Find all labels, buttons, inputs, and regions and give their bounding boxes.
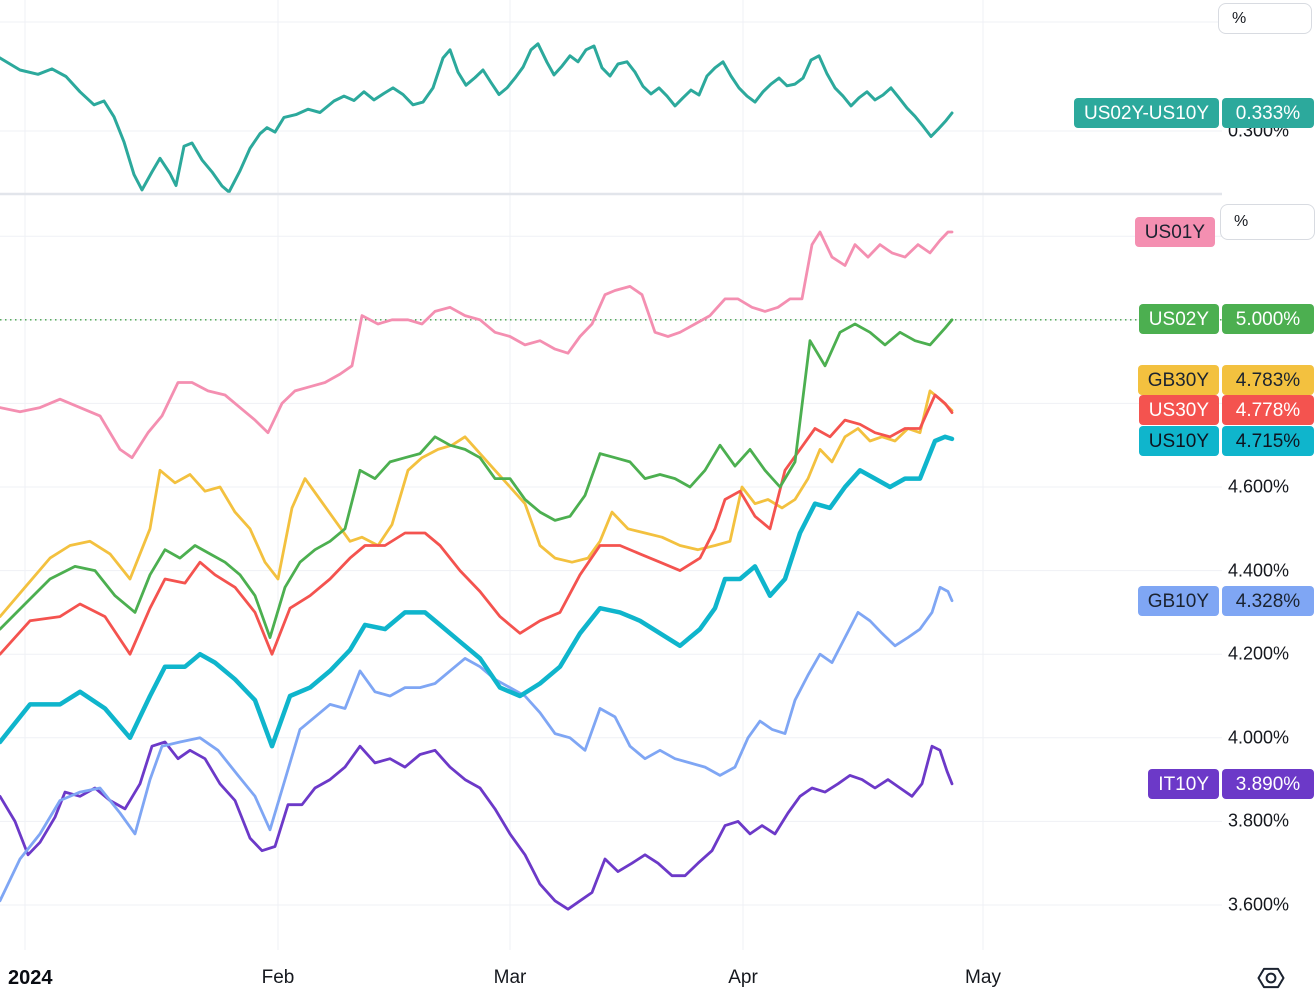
- symbol-label-gb30y: GB30Y: [1137, 365, 1219, 395]
- value-label-gb10y: 4.328%: [1222, 586, 1314, 616]
- value-label-us02y-us10y: 0.333%: [1222, 98, 1314, 128]
- series-line-us10y[interactable]: [0, 434, 955, 749]
- symbol-label-us01y: US01Y: [1134, 217, 1215, 247]
- price-scale-label: 3.800%: [1228, 810, 1290, 831]
- price-badge-it10y: IT10Y 3.890%: [1148, 769, 1314, 799]
- price-scale-label: 4.200%: [1228, 643, 1290, 664]
- price-badge-us30y: US30Y 4.778%: [1138, 395, 1314, 425]
- price-scale-label: 4.400%: [1228, 560, 1290, 581]
- value-label-it10y: 3.890%: [1222, 769, 1314, 799]
- price-scale-label: 4.000%: [1228, 727, 1290, 748]
- symbol-label-it10y: IT10Y: [1148, 769, 1219, 799]
- series-line-us30y[interactable]: [0, 393, 954, 656]
- price-scale-label: 3.600%: [1228, 894, 1290, 915]
- scale-unit-button-pane-yields[interactable]: %: [1220, 204, 1315, 240]
- series-line-gb30y[interactable]: [0, 389, 954, 618]
- price-badge-us02y-us10y: US02Y-US10Y 0.333%: [1074, 98, 1314, 128]
- gear-hexagon-icon: [1257, 967, 1285, 988]
- series-line-us01y[interactable]: [0, 230, 954, 460]
- price-scale-label: 4.600%: [1228, 476, 1290, 497]
- value-label-us10y: 4.715%: [1222, 426, 1314, 456]
- time-axis-tick-feb: Feb: [261, 967, 295, 988]
- time-axis[interactable]: 2024 Feb Mar Apr May: [0, 962, 1316, 994]
- symbol-label-us02y: US02Y: [1138, 304, 1219, 334]
- price-badge-us10y: US10Y 4.715%: [1138, 426, 1314, 456]
- value-label-gb30y: 4.783%: [1222, 365, 1314, 395]
- price-badge-us02y: US02Y 5.000%: [1138, 304, 1314, 334]
- time-axis-tick-apr: Apr: [728, 967, 758, 988]
- time-axis-tick-2024: 2024: [8, 967, 53, 989]
- time-axis-tick-may: May: [965, 967, 1001, 988]
- plot-area[interactable]: [0, 0, 1316, 962]
- value-label-us02y: 5.000%: [1222, 304, 1314, 334]
- price-badge-us01y: US01Y: [1134, 217, 1215, 247]
- series-line-us02y[interactable]: [0, 318, 954, 639]
- time-axis-tick-mar: Mar: [493, 967, 527, 988]
- price-badge-gb30y: GB30Y 4.783%: [1137, 365, 1314, 395]
- symbol-label-us02y-us10y: US02Y-US10Y: [1074, 98, 1219, 128]
- symbol-label-us30y: US30Y: [1138, 395, 1219, 425]
- series-line-gb10y[interactable]: [0, 585, 954, 903]
- symbol-label-us10y: US10Y: [1138, 426, 1219, 456]
- symbol-label-gb10y: GB10Y: [1137, 586, 1219, 616]
- value-label-us30y: 4.778%: [1222, 395, 1314, 425]
- time-axis-settings-button[interactable]: [1252, 963, 1290, 992]
- price-badge-gb10y: GB10Y 4.328%: [1137, 586, 1314, 616]
- scale-unit-button-pane-spread[interactable]: %: [1218, 3, 1312, 34]
- series-line-us02y-us10y[interactable]: [0, 42, 954, 194]
- series-line-it10y[interactable]: [0, 740, 954, 911]
